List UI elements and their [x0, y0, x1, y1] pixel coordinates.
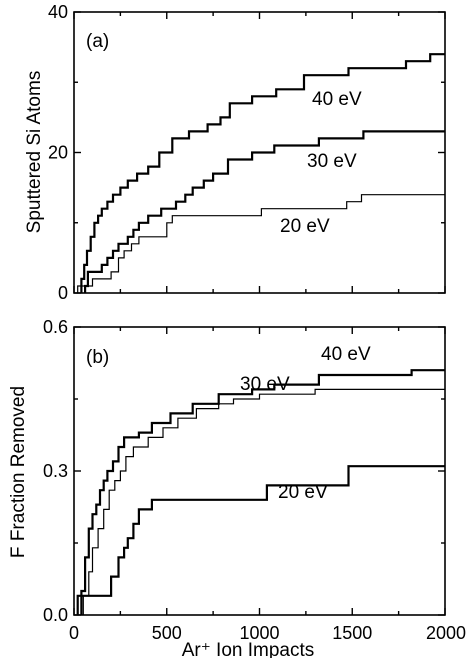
panel-b-series-line-30ev: [82, 388, 445, 615]
panel-a-y-axis-title: Sputtered Si Atoms: [24, 71, 45, 234]
panel-a-series-line-20ev: [77, 194, 445, 293]
panel-b-series-line-40ev: [80, 369, 445, 615]
panel-a-series-line-30ev: [84, 130, 445, 293]
panel-a-y-ticks: 0 20 40: [48, 2, 445, 303]
panel-a-series: [77, 53, 445, 293]
panel-b-x-tick-label: 500: [152, 623, 182, 643]
panel-b-y-axis-title: F Fraction Removed: [8, 386, 29, 558]
panel-b-x-tick-label: 1000: [239, 623, 279, 643]
panel-b-series: [76, 369, 445, 615]
panel-b-label-20ev: 20 eV: [278, 482, 328, 503]
panel-b-y-tick-label: 0.3: [43, 461, 68, 481]
panel-a-label-40ev: 40 eV: [312, 89, 362, 110]
panel-a-series-line-40ev: [80, 53, 445, 293]
panel-b-x-ticks: 0 500 1000 1500 2000: [69, 327, 466, 643]
panel-b-x-tick-label: 0: [69, 623, 79, 643]
panel-a-y-tick-label: 0: [58, 283, 68, 303]
panel-a-label-20ev: 20 eV: [280, 216, 330, 237]
panel-b: (b) F Fraction Removed Ar⁺ Ion Impacts 0…: [8, 317, 466, 658]
x-axis-title: Ar⁺ Ion Impacts: [182, 640, 315, 658]
panel-b-y-ticks: 0.0 0.3 0.6: [43, 317, 445, 625]
panel-b-x-tick-label: 1500: [332, 623, 372, 643]
panel-b-tag: (b): [86, 347, 109, 368]
panel-a: (a) Sputtered Si Atoms 0 20 40 40 eV 30 eV…: [24, 2, 446, 303]
panel-b-series-line-20ev: [76, 465, 445, 615]
panel-b-label-30ev: 30 eV: [240, 374, 290, 395]
panel-b-frame: [73, 326, 446, 616]
panel-b-x-tick-label: 2000: [426, 623, 466, 643]
panel-b-label-40ev: 40 eV: [321, 344, 371, 365]
panel-a-y-tick-label: 40: [48, 2, 68, 22]
panel-b-y-tick-label: 0.6: [43, 317, 68, 337]
panel-a-x-ticks: [73, 12, 446, 293]
panel-a-label-30ev: 30 eV: [307, 151, 357, 172]
panel-a-tag: (a): [86, 31, 109, 52]
panel-a-y-tick-label: 20: [48, 143, 68, 163]
panel-b-y-tick-label: 0.0: [43, 605, 68, 625]
